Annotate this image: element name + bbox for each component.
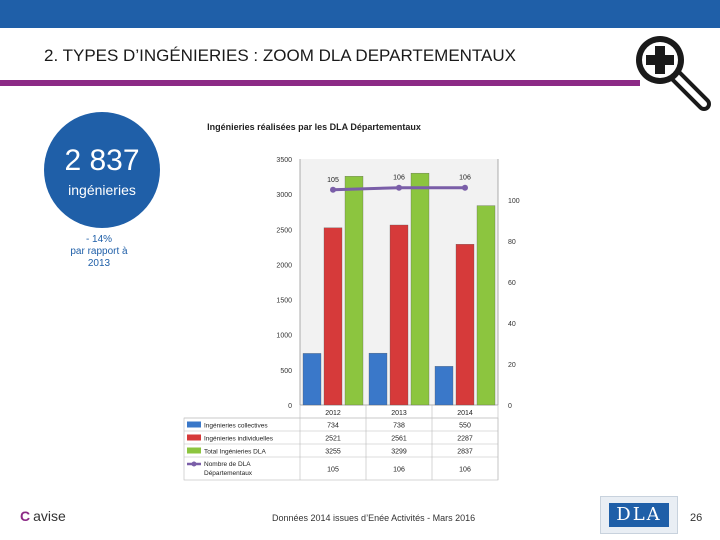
bar <box>455 244 475 406</box>
x-tick-label: 2014 <box>457 410 473 417</box>
y2-tick-label: 0 <box>508 403 512 410</box>
dla-count-label: 105 <box>327 177 339 184</box>
table-cell: 550 <box>459 423 471 430</box>
bar <box>410 172 430 406</box>
legend-swatch <box>187 434 201 441</box>
y-tick-label: 3000 <box>276 192 292 199</box>
table-cell: 2837 <box>457 449 473 456</box>
dla-count-label: 106 <box>459 175 471 182</box>
table-frame <box>183 417 499 481</box>
ingenieries-chart: Ingénieries réalisées par les DLA Départ… <box>183 122 520 481</box>
y-tick-label: 1000 <box>276 333 292 340</box>
x-tick-label: 2012 <box>325 410 341 417</box>
avise-logo-mark: C <box>20 508 31 524</box>
y2-tick-label: 40 <box>508 321 516 328</box>
legend-label: Ingénieries collectives <box>204 423 268 430</box>
y-tick-label: 0 <box>288 403 292 410</box>
legend-label: Départementaux <box>204 470 253 477</box>
legend-label: Ingénieries individuelles <box>204 436 274 443</box>
dla-count-point <box>396 184 402 191</box>
kpi-label: ingénieries <box>68 182 136 198</box>
y-tick-label: 3500 <box>276 157 292 164</box>
y2-tick-label: 80 <box>508 239 516 246</box>
legend-swatch <box>187 421 201 428</box>
bar <box>434 366 454 406</box>
y2-tick-label: 20 <box>508 362 516 369</box>
y-tick-label: 1500 <box>276 298 292 305</box>
table-cell: 2561 <box>391 436 407 443</box>
y-tick-label: 2000 <box>276 262 292 269</box>
source-note: Données 2014 issues d’Enée Activités - M… <box>272 513 476 523</box>
y-tick-label: 500 <box>280 368 292 375</box>
page-number: 26 <box>690 512 703 524</box>
zoom-in-icon <box>636 36 711 111</box>
dla-count-point <box>330 186 336 193</box>
page-title: 2. TYPES D’INGÉNIERIES : ZOOM DLA DEPART… <box>44 46 517 65</box>
y2-tick-label: 100 <box>508 198 520 205</box>
legend-label: Nombre de DLA <box>204 461 251 468</box>
kpi-delta-line1: - 14% <box>85 234 113 245</box>
bar <box>368 352 388 406</box>
bar <box>302 353 322 406</box>
bar <box>476 205 496 406</box>
kpi-delta-line2: par rapport à <box>70 246 128 257</box>
y-tick-label: 2500 <box>276 227 292 234</box>
table-cell: 3299 <box>391 449 407 456</box>
kpi-delta-line3: 2013 <box>87 258 111 269</box>
top-bar <box>0 0 720 28</box>
bar <box>323 227 343 406</box>
kpi-value: 2 837 <box>64 144 140 177</box>
dla-logo: DLA <box>600 496 678 534</box>
kpi-circle: 2 837 ingénieries <box>44 112 160 228</box>
kpi-delta: - 14% par rapport à 2013 <box>58 234 140 270</box>
table-cell: 3255 <box>325 449 341 456</box>
table-cell: 738 <box>393 423 405 430</box>
y2-tick-label: 60 <box>508 280 516 287</box>
table-cell: 105 <box>327 467 339 474</box>
bar <box>344 176 364 406</box>
dla-logo-text: DLA <box>609 503 669 527</box>
legend-swatch <box>187 447 201 454</box>
table-cell: 2287 <box>457 436 473 443</box>
table-cell: 106 <box>393 467 405 474</box>
legend-label: Total Ingénieries DLA <box>204 449 266 456</box>
bar <box>389 224 409 406</box>
x-tick-label: 2013 <box>391 410 407 417</box>
chart-title: Ingénieries réalisées par les DLA Départ… <box>207 122 421 132</box>
table-cell: 2521 <box>325 436 341 443</box>
avise-logo-text: avise <box>33 508 66 524</box>
table-cell: 734 <box>327 423 339 430</box>
dla-count-point <box>462 184 468 191</box>
table-cell: 106 <box>459 467 471 474</box>
title-underline <box>0 80 640 86</box>
legend-line-marker <box>191 461 197 467</box>
dla-count-label: 106 <box>393 175 405 182</box>
